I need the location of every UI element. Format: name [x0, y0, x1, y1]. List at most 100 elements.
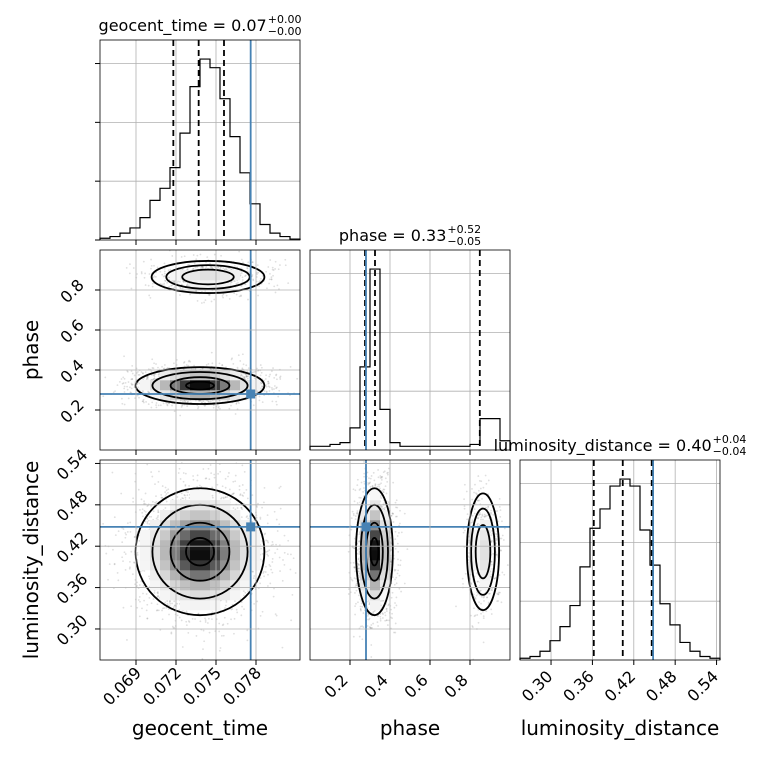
- scatter-point: [273, 587, 275, 590]
- scatter-point: [150, 602, 153, 605]
- scatter-point: [246, 497, 249, 500]
- scatter-point: [116, 384, 119, 387]
- scatter-point: [265, 550, 268, 553]
- scatter-point: [196, 266, 199, 268]
- scatter-point: [257, 294, 260, 297]
- scatter-point: [211, 496, 214, 499]
- scatter-point: [123, 403, 126, 406]
- scatter-point: [196, 474, 199, 477]
- scatter-point: [165, 500, 168, 503]
- scatter-point: [240, 295, 242, 298]
- scatter-point: [237, 282, 239, 284]
- scatter-point: [275, 518, 278, 521]
- scatter-point: [204, 404, 207, 407]
- scatter-point: [232, 480, 235, 483]
- scatter-point: [142, 585, 145, 587]
- scatter-point: [176, 359, 178, 361]
- scatter-point: [247, 261, 250, 264]
- scatter-point: [261, 385, 264, 388]
- scatter-point: [220, 497, 222, 500]
- scatter-point: [121, 402, 124, 405]
- scatter-point: [133, 561, 136, 564]
- title-text: luminosity_distance = 0.40: [494, 436, 712, 456]
- scatter-point: [197, 407, 199, 410]
- scatter-point: [183, 361, 186, 363]
- scatter-point: [219, 647, 222, 649]
- scatter-point: [278, 288, 280, 290]
- scatter-point: [268, 390, 271, 392]
- scatter-point: [173, 280, 176, 283]
- scatter-point: [289, 365, 292, 368]
- density-cell: [200, 390, 211, 401]
- scatter-point: [194, 266, 197, 269]
- scatter-point: [212, 406, 215, 409]
- scatter-point: [275, 386, 278, 389]
- scatter-point: [199, 620, 202, 623]
- scatter-point: [221, 624, 224, 627]
- scatter-point: [251, 275, 254, 278]
- scatter-point: [137, 386, 140, 389]
- scatter-point: [161, 283, 163, 286]
- scatter-point: [144, 284, 147, 286]
- scatter-point: [246, 629, 249, 632]
- scatter-point: [168, 601, 171, 603]
- title-minus: −0.00: [268, 25, 302, 38]
- scatter-point: [277, 268, 280, 271]
- scatter-point: [122, 528, 125, 530]
- scatter-point: [270, 370, 273, 373]
- scatter-point: [212, 404, 215, 407]
- title-plus: +0.00: [268, 13, 302, 26]
- scatter-point: [197, 399, 200, 402]
- scatter-point: [164, 601, 167, 604]
- scatter-point: [117, 579, 120, 582]
- scatter-point: [274, 291, 277, 294]
- scatter-point: [222, 634, 225, 637]
- scatter-point: [155, 363, 157, 365]
- density-cell: [200, 380, 211, 391]
- density-cell: [210, 380, 221, 391]
- scatter-point: [151, 358, 154, 361]
- scatter-point: [244, 373, 247, 376]
- scatter-point: [155, 517, 158, 520]
- scatter-point: [240, 374, 243, 377]
- scatter-point: [179, 286, 182, 289]
- scatter-point: [155, 402, 158, 404]
- scatter-point: [218, 491, 221, 494]
- scatter-point: [143, 569, 146, 572]
- scatter-point: [141, 400, 144, 403]
- scatter-point: [290, 619, 293, 622]
- scatter-point: [233, 292, 236, 295]
- scatter-point: [152, 378, 155, 381]
- scatter-point: [186, 494, 189, 497]
- scatter-point: [224, 496, 227, 499]
- scatter-point: [271, 388, 274, 391]
- density-cell: [220, 390, 231, 401]
- scatter-point: [180, 256, 183, 258]
- scatter-point: [257, 271, 260, 274]
- scatter-point: [156, 609, 159, 612]
- scatter-point: [256, 273, 258, 276]
- scatter-point: [261, 552, 264, 555]
- scatter-point: [129, 566, 131, 569]
- scatter-point: [132, 497, 135, 500]
- scatter-point: [164, 495, 167, 497]
- scatter-point: [259, 582, 262, 585]
- density-cell: [220, 270, 231, 281]
- scatter-point: [272, 269, 275, 272]
- scatter-point: [192, 268, 195, 270]
- scatter-point: [129, 521, 132, 524]
- scatter-point: [265, 391, 268, 394]
- scatter-point: [172, 606, 175, 609]
- scatter-point: [183, 494, 186, 496]
- scatter-point: [271, 557, 274, 560]
- scatter-point: [185, 620, 188, 623]
- scatter-point: [271, 268, 274, 271]
- scatter-point: [224, 486, 227, 489]
- scatter-point: [139, 570, 142, 573]
- scatter-point: [202, 629, 205, 632]
- scatter-point: [186, 405, 189, 408]
- scatter-point: [161, 485, 164, 487]
- scatter-panel-geocent_time-vs-luminosity_distance: 0.300.360.420.480.54: [53, 445, 301, 665]
- scatter-point: [241, 484, 244, 486]
- scatter-point: [142, 401, 145, 404]
